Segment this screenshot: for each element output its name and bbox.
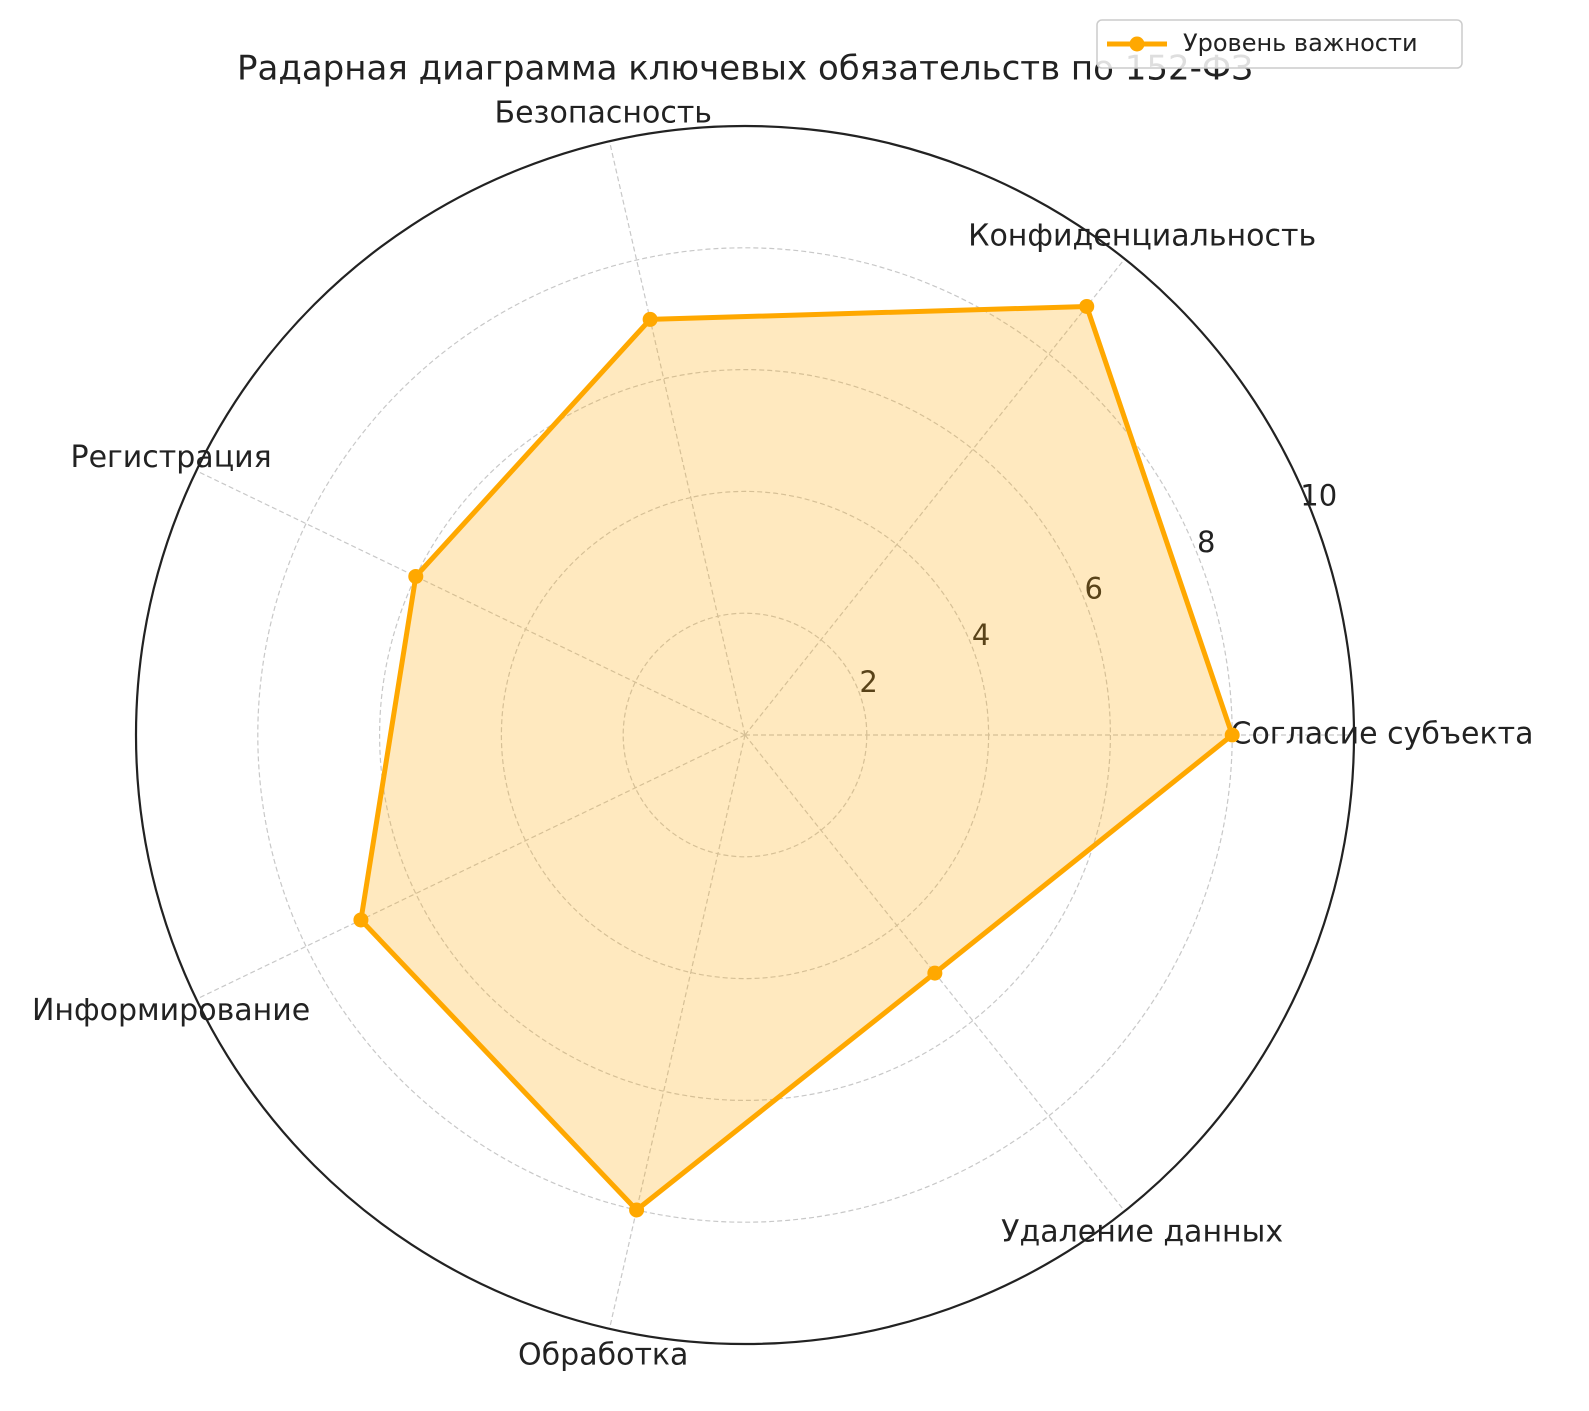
marker [642, 311, 658, 327]
marker [1079, 298, 1095, 314]
category-label: Регистрация [70, 440, 271, 475]
spoke [608, 734, 746, 1329]
legend-marker [1129, 36, 1145, 52]
legend-label: Уровень важности [1183, 29, 1418, 57]
r-tick-label: 4 [972, 618, 990, 652]
marker [1224, 727, 1240, 743]
grid-circle [379, 369, 1111, 1101]
spoke [744, 258, 1126, 736]
marker [353, 912, 369, 928]
marker [629, 1202, 645, 1218]
category-label: Согласие субъекта [1231, 717, 1534, 752]
line [358, 303, 1235, 1213]
r-tick-label: 8 [1197, 525, 1215, 559]
category-label: Обработка [518, 1338, 688, 1373]
category-label: Удаление данных [1001, 1215, 1283, 1250]
spoke [196, 470, 746, 736]
category-label: Конфиденциальность [968, 218, 1316, 253]
category-label: Безопасность [495, 95, 712, 130]
spoke [196, 734, 746, 1000]
r-tick-label: 10 [1300, 478, 1337, 512]
legend-box [1096, 19, 1463, 69]
marker [927, 965, 943, 981]
legend: Уровень важности [1096, 19, 1463, 69]
r-tick-label: 2 [859, 665, 877, 699]
area [360, 306, 1233, 1210]
chart-title: Радарная диаграмма ключевых обязательств… [237, 49, 1253, 89]
spoke [608, 141, 746, 736]
marker [408, 568, 424, 584]
outer-frame [134, 124, 1356, 1346]
r-tick-label: 6 [1084, 572, 1102, 606]
category-label: Информирование [32, 993, 310, 1028]
